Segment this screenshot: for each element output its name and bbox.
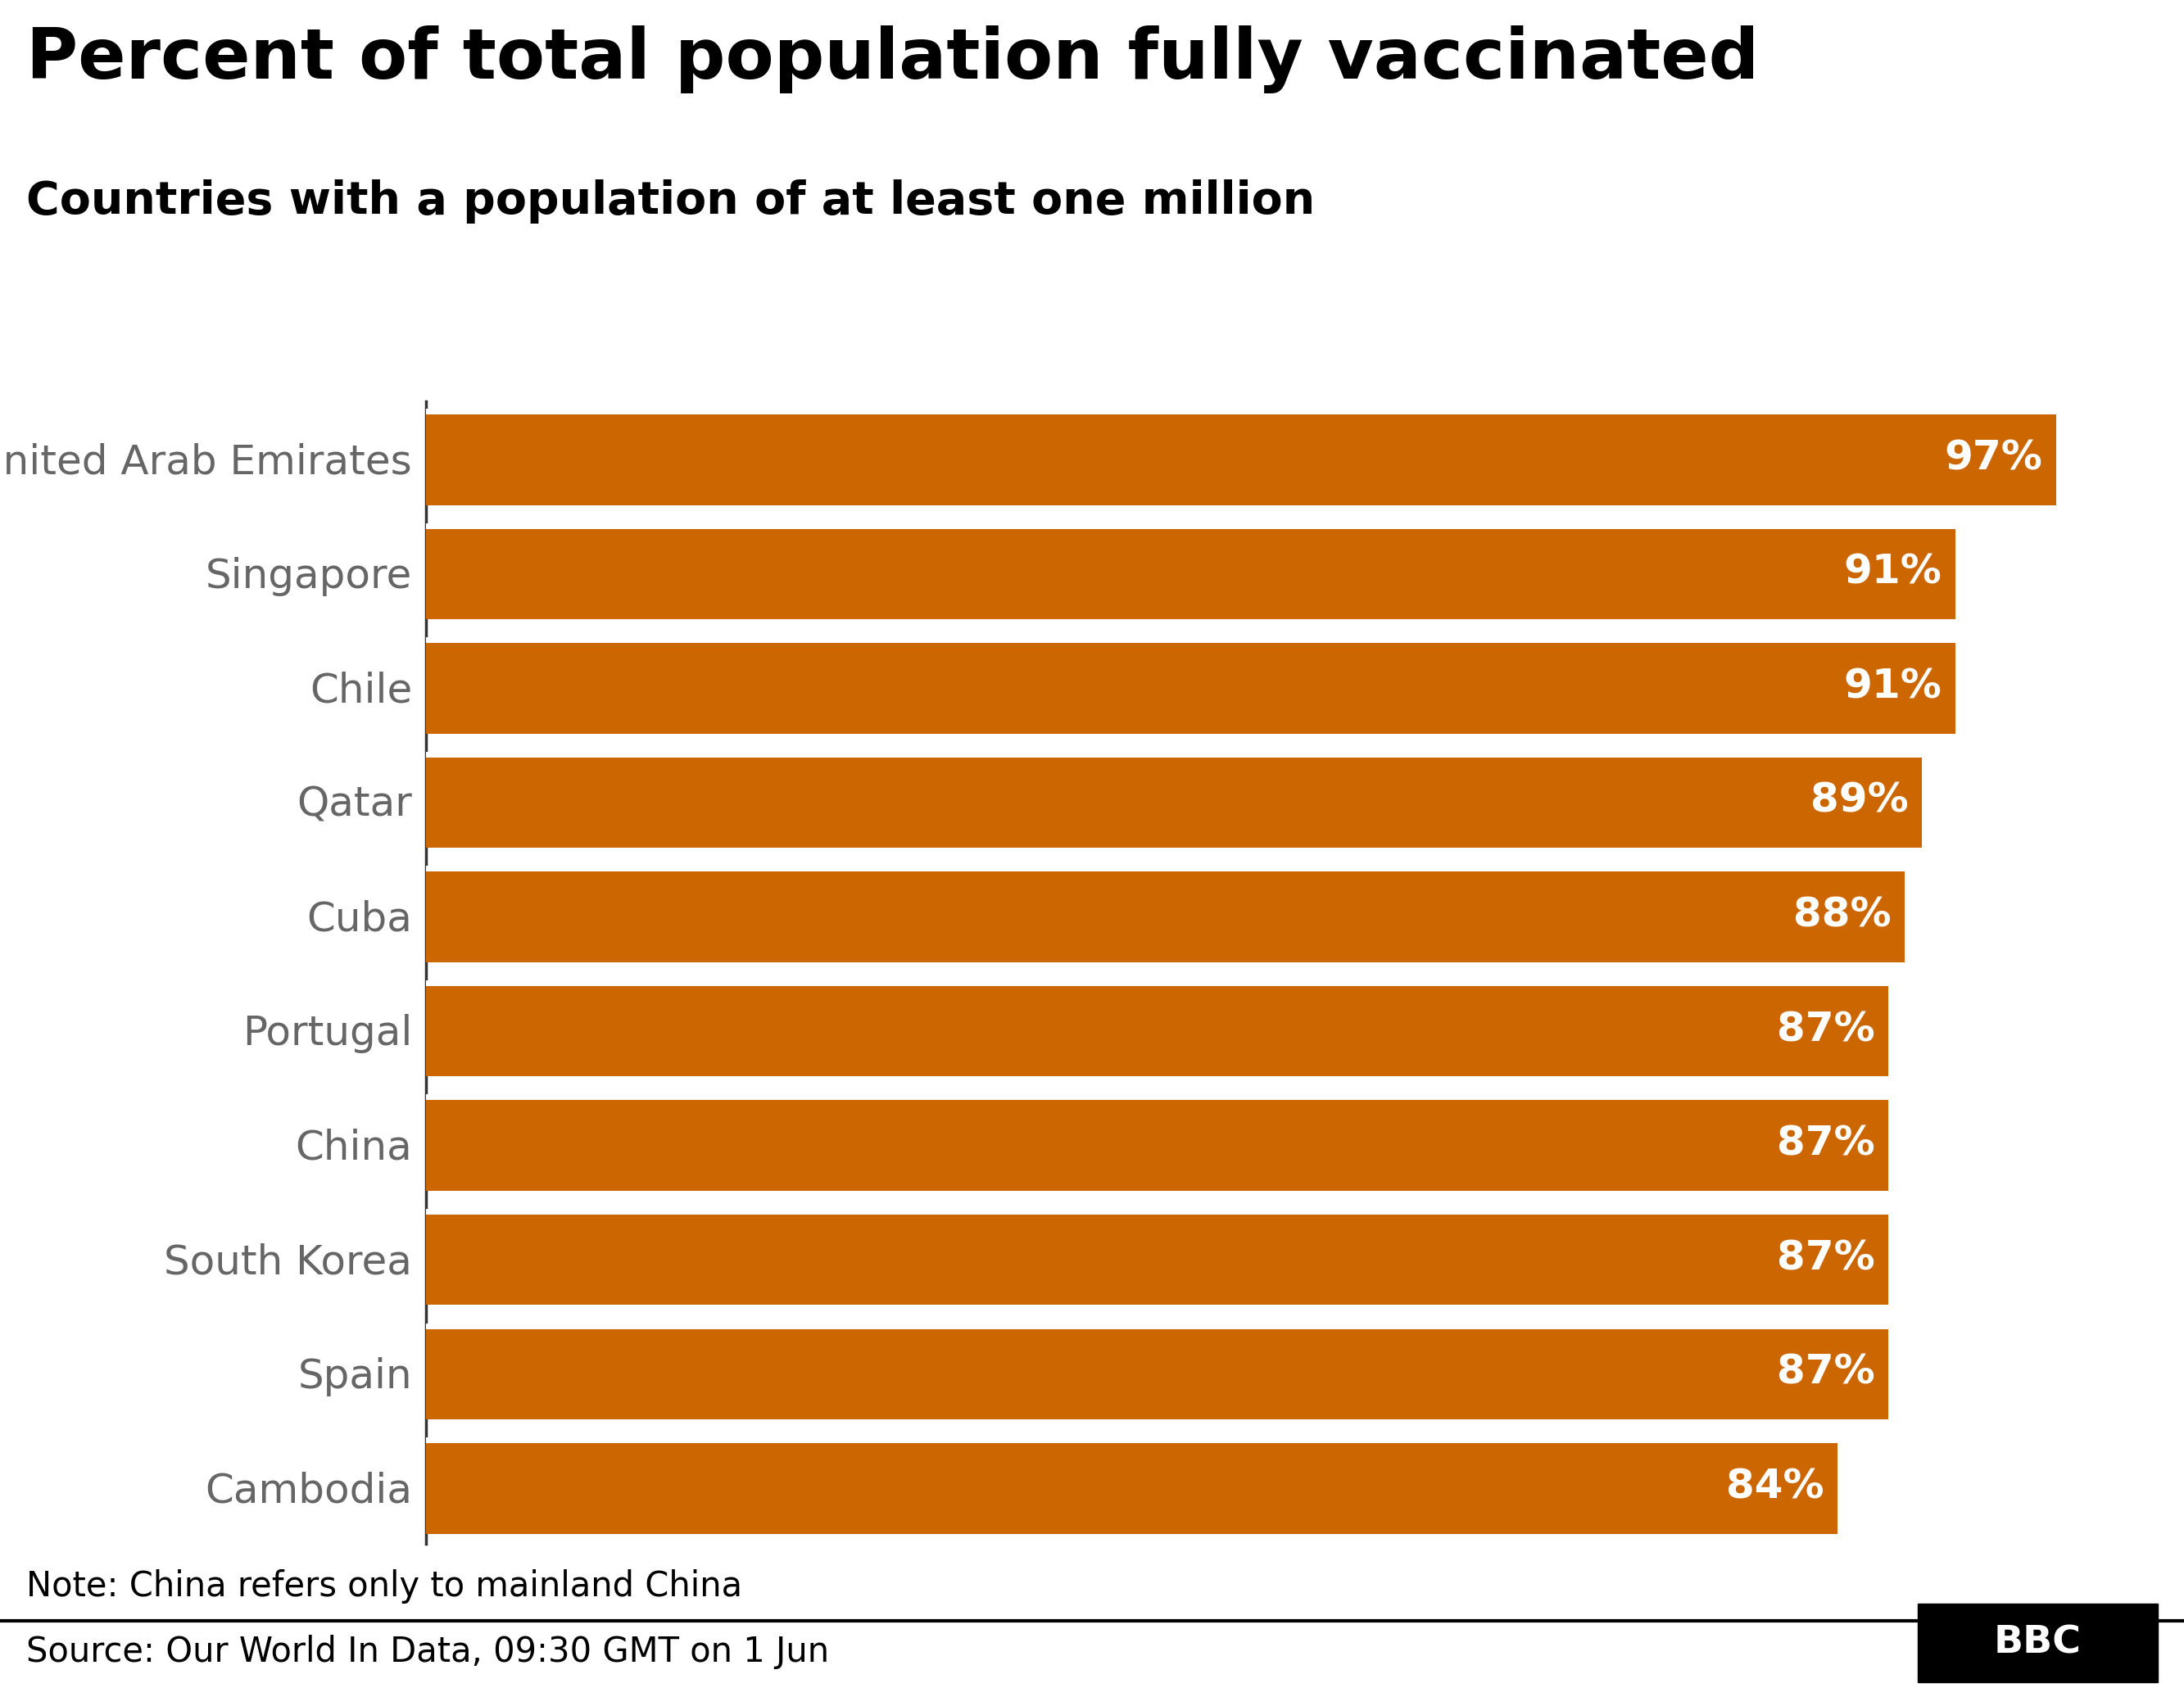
Text: 97%: 97%	[1944, 438, 2042, 478]
Bar	[426, 411, 2057, 505]
Text: Percent of total population fully vaccinated: Percent of total population fully vaccin…	[26, 26, 1758, 94]
Text: 91%: 91%	[1843, 553, 1942, 592]
Text: BBC: BBC	[1994, 1624, 2081, 1662]
Text: Source: Our World In Data, 09:30 GMT on 1 Jun: Source: Our World In Data, 09:30 GMT on …	[26, 1634, 830, 1668]
Bar	[426, 1326, 1889, 1419]
Bar	[426, 983, 1889, 1076]
Text: Countries with a population of at least one million: Countries with a population of at least …	[26, 179, 1315, 223]
Bar	[426, 640, 1955, 734]
Bar	[426, 1440, 1837, 1534]
Bar	[426, 868, 1904, 962]
Text: Note: China refers only to mainland China: Note: China refers only to mainland Chin…	[26, 1570, 743, 1604]
Text: 91%: 91%	[1843, 667, 1942, 706]
Bar	[426, 1211, 1889, 1305]
Bar	[426, 1097, 1889, 1191]
Bar	[426, 754, 1922, 848]
Text: 87%: 87%	[1776, 1239, 1874, 1278]
Text: 87%: 87%	[1776, 1353, 1874, 1392]
Text: 87%: 87%	[1776, 1124, 1874, 1163]
Bar	[426, 525, 1955, 619]
Text: 89%: 89%	[1811, 781, 1909, 821]
Text: 88%: 88%	[1793, 896, 1891, 935]
Text: 87%: 87%	[1776, 1010, 1874, 1049]
Text: 84%: 84%	[1725, 1467, 1824, 1506]
